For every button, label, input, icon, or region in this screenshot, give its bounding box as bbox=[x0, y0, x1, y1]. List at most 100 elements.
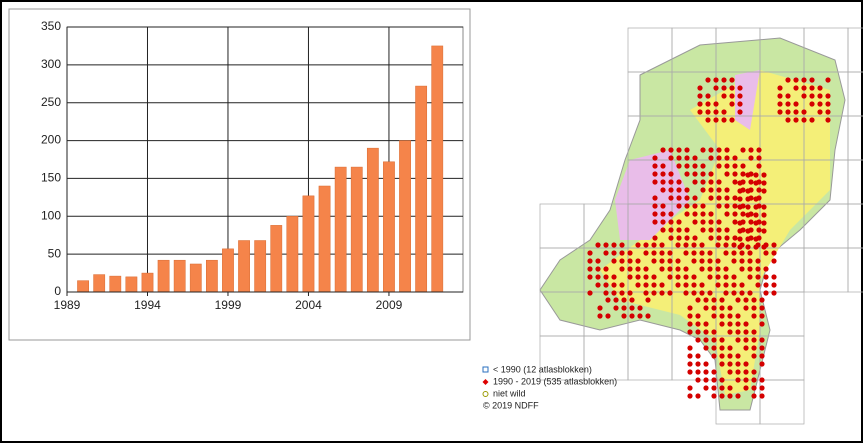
map-dot bbox=[707, 290, 713, 296]
map-dot bbox=[659, 282, 665, 288]
map-dot bbox=[755, 258, 761, 264]
map-dot bbox=[745, 196, 751, 202]
map-dot bbox=[683, 290, 689, 296]
map-dot bbox=[737, 188, 743, 194]
map-dot bbox=[759, 361, 765, 367]
map-dot bbox=[668, 155, 674, 161]
map-dot bbox=[724, 235, 730, 241]
map-dot bbox=[643, 290, 649, 296]
map-dot bbox=[716, 195, 722, 201]
map-dot bbox=[587, 266, 593, 272]
map-dot bbox=[715, 266, 721, 272]
map-dot bbox=[675, 282, 681, 288]
map-dot bbox=[759, 313, 765, 319]
map-dot bbox=[643, 282, 649, 288]
map-cell bbox=[847, 115, 863, 161]
map-dot bbox=[708, 171, 714, 177]
map-dot bbox=[751, 305, 757, 311]
map-dot bbox=[708, 211, 714, 217]
map-dot bbox=[687, 321, 693, 327]
map-dot bbox=[719, 393, 725, 399]
map-dot bbox=[793, 85, 799, 91]
map-dot bbox=[724, 195, 730, 201]
map-dot bbox=[635, 242, 641, 248]
map-dot bbox=[753, 180, 759, 186]
map-dot bbox=[684, 155, 690, 161]
map-dot bbox=[731, 290, 737, 296]
map-dot bbox=[735, 313, 741, 319]
map-dot bbox=[651, 282, 657, 288]
map-cell bbox=[847, 27, 863, 73]
map-dot bbox=[703, 305, 709, 311]
map-dot bbox=[732, 219, 738, 225]
map-dot bbox=[793, 117, 799, 123]
map-dot bbox=[771, 242, 777, 248]
map-cell bbox=[759, 379, 805, 425]
map-dot bbox=[825, 93, 831, 99]
map-dot bbox=[716, 203, 722, 209]
bar bbox=[318, 185, 331, 293]
map-dot bbox=[721, 77, 727, 83]
map-dot bbox=[715, 282, 721, 288]
map-dot bbox=[699, 250, 705, 256]
map-dot bbox=[739, 266, 745, 272]
map-dot bbox=[751, 385, 757, 391]
map-dot bbox=[737, 93, 743, 99]
map-legend-label: < 1990 (12 atlasblokken) bbox=[493, 364, 592, 374]
map-dot bbox=[691, 250, 697, 256]
map-dot bbox=[727, 369, 733, 375]
map-dot bbox=[692, 163, 698, 169]
legend-circle bbox=[482, 391, 489, 397]
map-dot bbox=[676, 203, 682, 209]
map-dot bbox=[687, 385, 693, 391]
map-dot bbox=[692, 219, 698, 225]
map-dot bbox=[817, 109, 823, 115]
bar bbox=[383, 161, 395, 293]
map-dot bbox=[719, 297, 725, 303]
map-dot bbox=[699, 258, 705, 264]
map-dot bbox=[755, 266, 761, 272]
map-dot bbox=[713, 117, 719, 123]
map-dot bbox=[627, 258, 633, 264]
map-dot bbox=[711, 329, 717, 335]
map-dot bbox=[667, 274, 673, 280]
map-dot bbox=[763, 274, 769, 280]
map-cell bbox=[847, 159, 863, 205]
map-dot bbox=[708, 219, 714, 225]
map-dot bbox=[723, 282, 729, 288]
map-dot bbox=[613, 297, 619, 303]
map-dot bbox=[801, 109, 807, 115]
bar bbox=[415, 85, 428, 293]
map-dot bbox=[732, 171, 738, 177]
map-dot bbox=[587, 290, 593, 296]
map-dot bbox=[703, 337, 709, 343]
map-dot bbox=[732, 179, 738, 185]
map-dot bbox=[595, 274, 601, 280]
y-tick-label: 150 bbox=[41, 171, 61, 185]
x-tick-label: 2009 bbox=[376, 298, 403, 312]
map-dot bbox=[751, 313, 757, 319]
map-dot bbox=[635, 258, 641, 264]
map-dot bbox=[643, 274, 649, 280]
bar bbox=[302, 195, 315, 293]
map-dot bbox=[587, 258, 593, 264]
map-dot bbox=[731, 282, 737, 288]
map-dot bbox=[652, 155, 658, 161]
map-dot bbox=[761, 244, 767, 250]
map-dot bbox=[676, 147, 682, 153]
map-dot bbox=[751, 297, 757, 303]
map-dot bbox=[771, 282, 777, 288]
map-dot bbox=[684, 171, 690, 177]
map-dot bbox=[692, 203, 698, 209]
map-dot bbox=[735, 393, 741, 399]
map-dot bbox=[747, 250, 753, 256]
map-dot bbox=[745, 204, 751, 210]
bar bbox=[366, 147, 379, 293]
map-dot bbox=[759, 305, 765, 311]
map-dot bbox=[652, 219, 658, 225]
map-dot bbox=[597, 313, 603, 319]
map-dot bbox=[652, 163, 658, 169]
map-dot bbox=[629, 305, 635, 311]
map-dot bbox=[643, 266, 649, 272]
